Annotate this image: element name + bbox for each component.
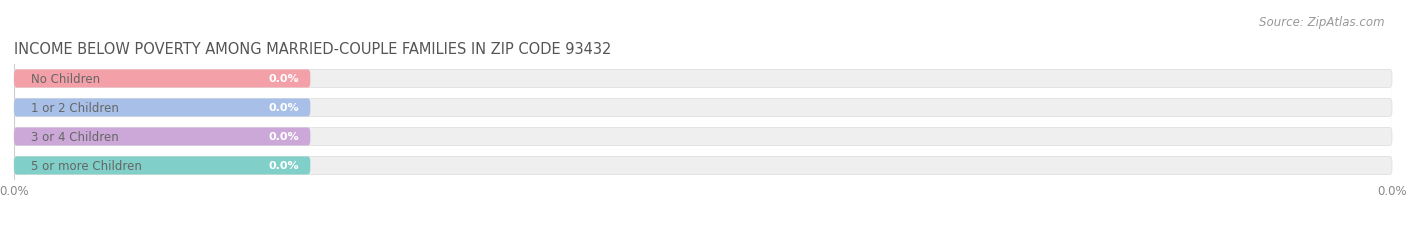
FancyBboxPatch shape xyxy=(14,128,311,146)
FancyBboxPatch shape xyxy=(14,157,311,175)
Text: 0.0%: 0.0% xyxy=(269,161,299,171)
Text: INCOME BELOW POVERTY AMONG MARRIED-COUPLE FAMILIES IN ZIP CODE 93432: INCOME BELOW POVERTY AMONG MARRIED-COUPL… xyxy=(14,42,612,57)
Text: 5 or more Children: 5 or more Children xyxy=(31,159,142,172)
Text: 0.0%: 0.0% xyxy=(269,103,299,113)
Text: No Children: No Children xyxy=(31,73,100,86)
FancyBboxPatch shape xyxy=(14,128,1392,146)
Text: 0.0%: 0.0% xyxy=(269,132,299,142)
FancyBboxPatch shape xyxy=(14,70,1392,88)
FancyBboxPatch shape xyxy=(14,99,1392,117)
FancyBboxPatch shape xyxy=(14,70,311,88)
FancyBboxPatch shape xyxy=(14,157,1392,175)
Text: Source: ZipAtlas.com: Source: ZipAtlas.com xyxy=(1260,16,1385,29)
Text: 3 or 4 Children: 3 or 4 Children xyxy=(31,130,118,143)
FancyBboxPatch shape xyxy=(14,99,311,117)
Text: 1 or 2 Children: 1 or 2 Children xyxy=(31,101,118,115)
Text: 0.0%: 0.0% xyxy=(269,74,299,84)
